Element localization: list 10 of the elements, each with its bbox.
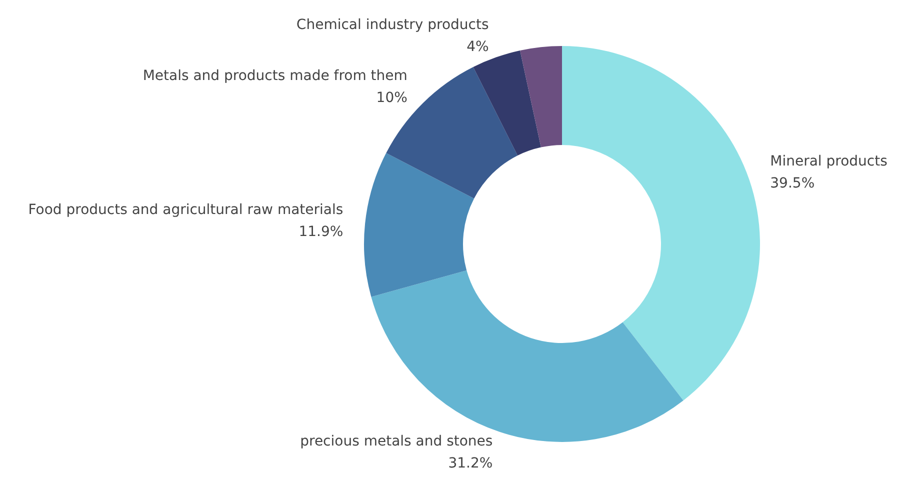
data-label: 11.9% xyxy=(298,224,344,240)
slice-label: Chemical industry products xyxy=(296,17,489,34)
data-label: 31.2% xyxy=(448,455,493,472)
data-label: 10% xyxy=(376,90,408,106)
slice-label: Food products and agricultural raw materials xyxy=(28,202,344,218)
slice-label: precious metals and stones xyxy=(300,433,493,450)
data-label: 4% xyxy=(466,39,489,56)
data-label: 39.5% xyxy=(770,175,815,192)
slice-label: Mineral products xyxy=(770,153,888,170)
slice-label: Metals and products made from them xyxy=(142,68,408,84)
